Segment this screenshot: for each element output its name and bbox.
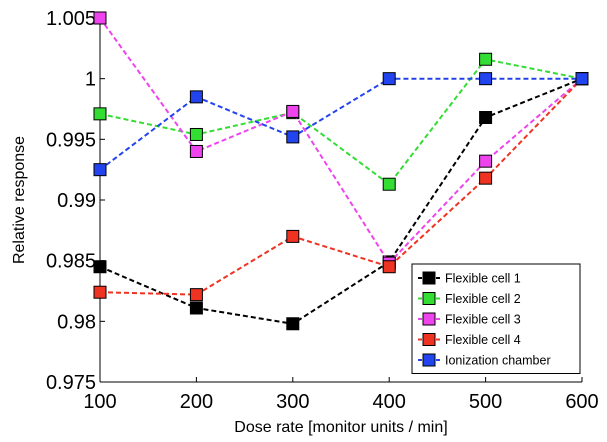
data-point	[189, 90, 203, 104]
legend-marker	[422, 271, 436, 285]
y-tick-label: 0.98	[57, 311, 96, 333]
series-flexible-cell-2	[93, 52, 589, 191]
series-flexible-cell-3	[93, 11, 589, 270]
legend-item-flexible-cell-3: Flexible cell 3	[418, 312, 521, 327]
series-ionization-chamber	[93, 72, 589, 177]
data-point	[93, 107, 107, 121]
x-tick-label: 300	[276, 391, 309, 413]
data-point	[479, 154, 493, 168]
data-point	[189, 144, 203, 158]
y-tick-label: 0.995	[46, 129, 96, 151]
legend-item-ionization-chamber: Ionization chamber	[418, 353, 551, 368]
y-tick-label: 0.985	[46, 251, 96, 273]
data-point	[479, 72, 493, 86]
series-line	[99, 78, 583, 296]
data-point	[286, 130, 300, 144]
data-point	[189, 301, 203, 315]
x-tick-label: 100	[83, 391, 116, 413]
series-line	[99, 58, 583, 186]
data-point	[93, 260, 107, 274]
legend-marker	[422, 292, 436, 305]
legend-label: Ionization chamber	[445, 354, 551, 368]
legend-marker	[422, 312, 436, 326]
data-point	[189, 127, 203, 141]
legend-marker	[422, 333, 436, 346]
data-point	[93, 285, 107, 299]
legend-marker	[422, 353, 436, 367]
y-tick-label: 0.975	[46, 372, 96, 394]
data-point	[286, 317, 300, 331]
y-axis-label: Relative response	[11, 136, 28, 264]
data-point	[286, 104, 300, 118]
y-tick-label: 1	[85, 69, 96, 91]
series-line	[99, 77, 582, 171]
legend-item-flexible-cell-2: Flexible cell 2	[418, 292, 521, 306]
legend-label: Flexible cell 1	[445, 272, 521, 286]
legend-item-flexible-cell-4: Flexible cell 4	[418, 333, 521, 347]
x-tick-label: 600	[565, 391, 598, 413]
data-point	[93, 163, 107, 177]
legend-label: Flexible cell 2	[445, 292, 521, 306]
data-point	[479, 171, 493, 185]
series-line	[99, 17, 583, 265]
legend-item-flexible-cell-1: Flexible cell 1	[418, 271, 521, 286]
series-line	[99, 77, 583, 325]
x-tick-label: 500	[469, 391, 502, 413]
data-point	[382, 260, 396, 274]
x-tick-label: 200	[180, 391, 213, 413]
data-point	[382, 177, 396, 191]
axes: 100 200 300 400 500 600 0.975 0.98 0.985 0.99 0.99…	[46, 8, 599, 413]
x-tick-label: 400	[373, 391, 406, 413]
data-point	[93, 11, 107, 25]
data-point	[479, 110, 493, 124]
data-point	[189, 288, 203, 302]
data-point	[382, 72, 396, 86]
data-point	[286, 229, 300, 243]
series-layer	[93, 11, 589, 331]
legend: Flexible cell 1 Flexible cell 2 Flexible c…	[411, 263, 581, 374]
x-axis-label: Dose rate [monitor units / min]	[234, 419, 447, 436]
y-tick-label: 1.005	[46, 8, 96, 30]
y-tick-label: 0.99	[57, 190, 96, 212]
legend-label: Flexible cell 4	[445, 333, 521, 347]
data-point	[575, 72, 589, 86]
data-point	[479, 52, 493, 66]
legend-label: Flexible cell 3	[445, 313, 521, 327]
